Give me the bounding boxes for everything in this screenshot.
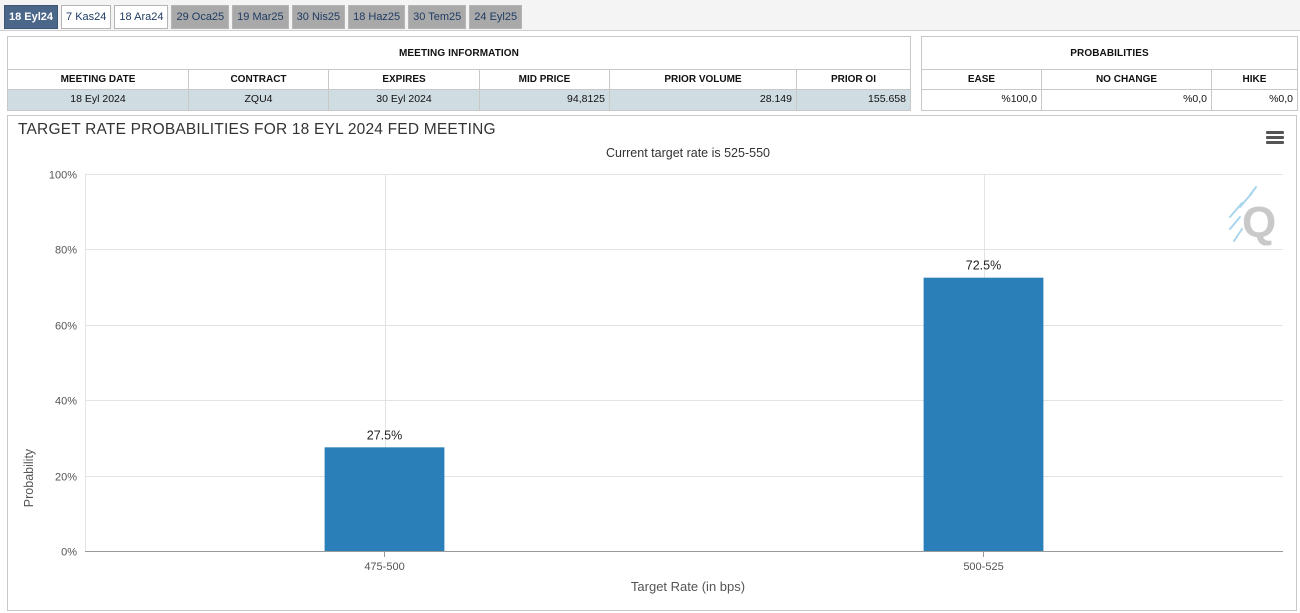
meeting-tabs: 18 Eyl24 7 Kas24 18 Ara24 29 Oca25 19 Mar25 3… (4, 5, 523, 29)
x-tick-label: 475-500 (364, 561, 404, 573)
svg-text:Q: Q (1242, 198, 1276, 247)
meeting-information-table: MEETING INFORMATION MEETING DATE CONTRAC… (7, 36, 911, 111)
probabilities-header-row: EASE NO CHANGE HIKE (922, 70, 1297, 90)
chart-title: TARGET RATE PROBABILITIES FOR 18 EYL 202… (18, 121, 496, 138)
bar-475-500 (324, 447, 445, 551)
header-prior-oi: PRIOR OI (830, 74, 876, 85)
header-prior-volume: PRIOR VOLUME (610, 70, 797, 89)
tab-1[interactable]: 7 Kas24 (61, 5, 112, 29)
hamburger-menu-icon[interactable] (1266, 131, 1284, 147)
value-expires: 30 Eyl 2024 (329, 90, 480, 110)
probabilities-values-row: %100,0 %0,0 %0,0 (922, 90, 1297, 110)
bar-500-525 (923, 277, 1044, 551)
header-no-change: NO CHANGE (1042, 70, 1212, 89)
probability-bar-chart: 0% 20% 40% 60% 80% 100% 27.5% 475-500 72.5% 500-5… (49, 170, 1283, 573)
meeting-tabs-bar: 18 Eyl24 7 Kas24 18 Ara24 29 Oca25 19 Mar25 3… (0, 0, 1300, 31)
chart-panel: 0% 20% 40% 60% 80% 100% 27.5% 475-500 72.5% 500-5… (7, 115, 1297, 611)
y-tick-label: 80% (55, 245, 77, 257)
x-tick-label: 500-525 (963, 561, 1003, 573)
y-tick-label: 100% (49, 170, 77, 182)
value-meeting-date: 18 Eyl 2024 (8, 90, 189, 110)
bar-data-label: 72.5% (966, 259, 1001, 273)
value-prior-volume: 28.149 (610, 90, 797, 110)
tab-7[interactable]: 30 Tem25 (408, 5, 467, 29)
probabilities-table: PROBABILITIES EASE NO CHANGE HIKE %100,0… (921, 36, 1298, 111)
bar-data-label: 27.5% (367, 428, 402, 442)
y-axis-label: Probability (22, 448, 36, 508)
tab-6[interactable]: 18 Haz25 (348, 5, 406, 29)
chart-subtitle: Current target rate is 525-550 (606, 146, 770, 160)
tab-8[interactable]: 24 Eyl25 (469, 5, 523, 29)
header-hike: HIKE (1242, 74, 1267, 85)
value-contract: ZQU4 (189, 90, 329, 110)
header-expires: EXPIRES (329, 70, 480, 89)
header-mid-price: MID PRICE (480, 70, 610, 89)
value-no-change: %0,0 (1042, 90, 1212, 110)
tab-5[interactable]: 30 Nis25 (291, 5, 346, 29)
tab-3[interactable]: 29 Oca25 (171, 5, 230, 29)
header-meeting-date: MEETING DATE (8, 70, 189, 89)
meeting-information-title: MEETING INFORMATION (8, 37, 910, 70)
meeting-header-row: MEETING DATE CONTRACT EXPIRES MID PRICE … (8, 70, 910, 90)
value-ease: %100,0 (922, 90, 1042, 110)
meeting-values-row: 18 Eyl 2024 ZQU4 30 Eyl 2024 94,8125 28.… (8, 90, 910, 110)
header-contract: CONTRACT (189, 70, 329, 89)
value-mid-price: 94,8125 (480, 90, 610, 110)
value-prior-oi: 155.658 (868, 93, 906, 105)
probabilities-title: PROBABILITIES (922, 37, 1297, 70)
tab-4[interactable]: 19 Mar25 (232, 5, 289, 29)
y-tick-label: 60% (55, 321, 77, 333)
tab-2[interactable]: 18 Ara24 (114, 5, 169, 29)
tab-0[interactable]: 18 Eyl24 (4, 5, 59, 29)
x-axis-label: Target Rate (in bps) (630, 579, 746, 594)
y-tick-label: 20% (55, 472, 77, 484)
y-tick-label: 0% (61, 547, 77, 559)
y-tick-label: 40% (55, 396, 77, 408)
q-watermark-logo: Q (1229, 186, 1276, 247)
value-hike: %0,0 (1269, 93, 1293, 105)
header-ease: EASE (922, 70, 1042, 89)
